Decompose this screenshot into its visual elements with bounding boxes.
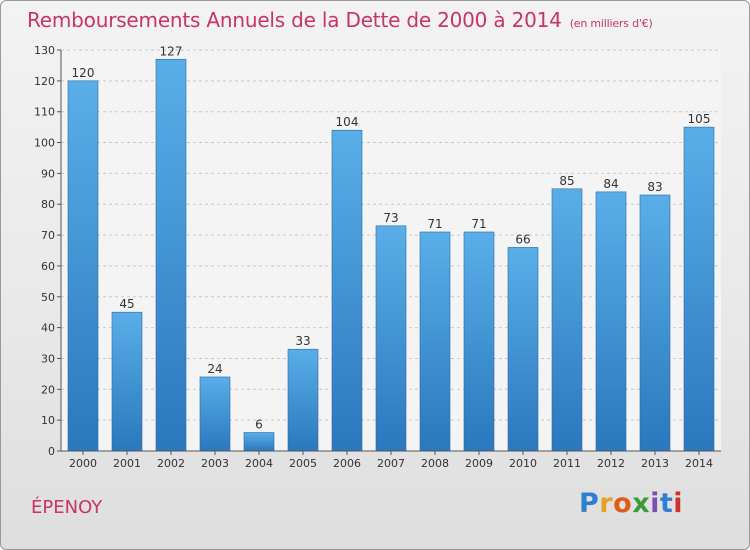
bar-2002 <box>155 58 187 452</box>
x-tick-label-2013: 2013 <box>641 457 669 470</box>
x-axis-ticks: 2000 2001 2002 2003 2004 2005 2006 2007 2008 2009… <box>69 451 713 470</box>
x-tick-label-2007: 2007 <box>377 457 405 470</box>
bar-2013 <box>639 194 671 452</box>
bar-2001 <box>111 311 143 452</box>
logo-letter: i <box>650 488 660 519</box>
data-label-2014: 105 <box>688 112 711 126</box>
y-tick-label: 10 <box>41 414 55 427</box>
data-labels: 120 45 127 24 6 33 104 73 71 71 66 85 84 83 105 <box>72 44 711 431</box>
data-label-2013: 83 <box>647 180 662 194</box>
y-tick-label: 90 <box>41 167 55 180</box>
x-tick-label-2002: 2002 <box>157 457 185 470</box>
data-label-2006: 104 <box>336 115 359 129</box>
y-tick-label: 50 <box>41 291 55 304</box>
chart-title: Remboursements Annuels de la Dette de 20… <box>27 8 653 32</box>
y-tick-label: 100 <box>34 137 55 150</box>
proxiti-logo: Proxiti <box>579 488 683 519</box>
data-label-2012: 84 <box>603 177 618 191</box>
bar-2006 <box>331 129 363 452</box>
logo-letter: o <box>613 488 633 519</box>
logo-letter: t <box>659 488 674 519</box>
bar-2003 <box>199 376 231 452</box>
data-label-2001: 45 <box>119 297 134 311</box>
title-text: Remboursements Annuels de la Dette de 20… <box>27 8 562 32</box>
bar-2007 <box>375 225 407 452</box>
x-tick-label-2010: 2010 <box>509 457 537 470</box>
x-tick-label-2000: 2000 <box>69 457 97 470</box>
y-tick-label: 0 <box>48 445 55 458</box>
chart-subtitle: (en milliers d'€) <box>569 17 653 30</box>
y-tick-label: 30 <box>41 352 55 365</box>
x-tick-label-2009: 2009 <box>465 457 493 470</box>
y-tick-label: 110 <box>34 106 55 119</box>
x-tick-label-2011: 2011 <box>553 457 581 470</box>
x-tick-label-2012: 2012 <box>597 457 625 470</box>
bar-2004 <box>243 432 275 452</box>
x-tick-label-2001: 2001 <box>113 457 141 470</box>
y-tick-label: 40 <box>41 322 55 335</box>
x-tick-label-2006: 2006 <box>333 457 361 470</box>
y-axis-ticks: 0 10 20 30 40 50 60 70 80 90 100 110 120 130 <box>34 44 61 458</box>
data-label-2010: 66 <box>515 232 530 246</box>
y-tick-label: 120 <box>34 75 55 88</box>
x-tick-label-2014: 2014 <box>685 457 713 470</box>
bar-2008 <box>419 231 451 452</box>
bar-2014 <box>683 126 715 452</box>
logo-letter: x <box>632 488 651 519</box>
data-label-2003: 24 <box>207 362 222 376</box>
x-tick-label-2004: 2004 <box>245 457 273 470</box>
bar-2005 <box>287 348 319 452</box>
x-tick-label-2003: 2003 <box>201 457 229 470</box>
logo-letter: i <box>673 488 684 519</box>
data-label-2008: 71 <box>427 217 442 231</box>
bar-2009 <box>463 231 495 452</box>
x-tick-label-2005: 2005 <box>289 457 317 470</box>
data-label-2005: 33 <box>295 334 310 348</box>
data-label-2000: 120 <box>72 66 95 80</box>
city-name: ÉPENOY <box>31 497 103 518</box>
data-label-2002: 127 <box>160 44 183 58</box>
data-label-2007: 73 <box>383 211 398 225</box>
data-label-2009: 71 <box>471 217 486 231</box>
data-label-2011: 85 <box>559 174 574 188</box>
y-tick-label: 20 <box>41 383 55 396</box>
bars <box>67 58 715 452</box>
bar-2010 <box>507 247 539 452</box>
x-tick-label-2008: 2008 <box>421 457 449 470</box>
bar-2000 <box>67 80 99 452</box>
bar-2011 <box>551 188 583 452</box>
y-tick-label: 60 <box>41 260 55 273</box>
y-tick-label: 80 <box>41 198 55 211</box>
data-label-2004: 6 <box>255 417 263 431</box>
logo-letter: r <box>599 488 614 519</box>
y-tick-label: 70 <box>41 229 55 242</box>
bar-2012 <box>595 191 627 452</box>
y-tick-label: 130 <box>34 44 55 57</box>
logo-letter: P <box>579 488 600 519</box>
